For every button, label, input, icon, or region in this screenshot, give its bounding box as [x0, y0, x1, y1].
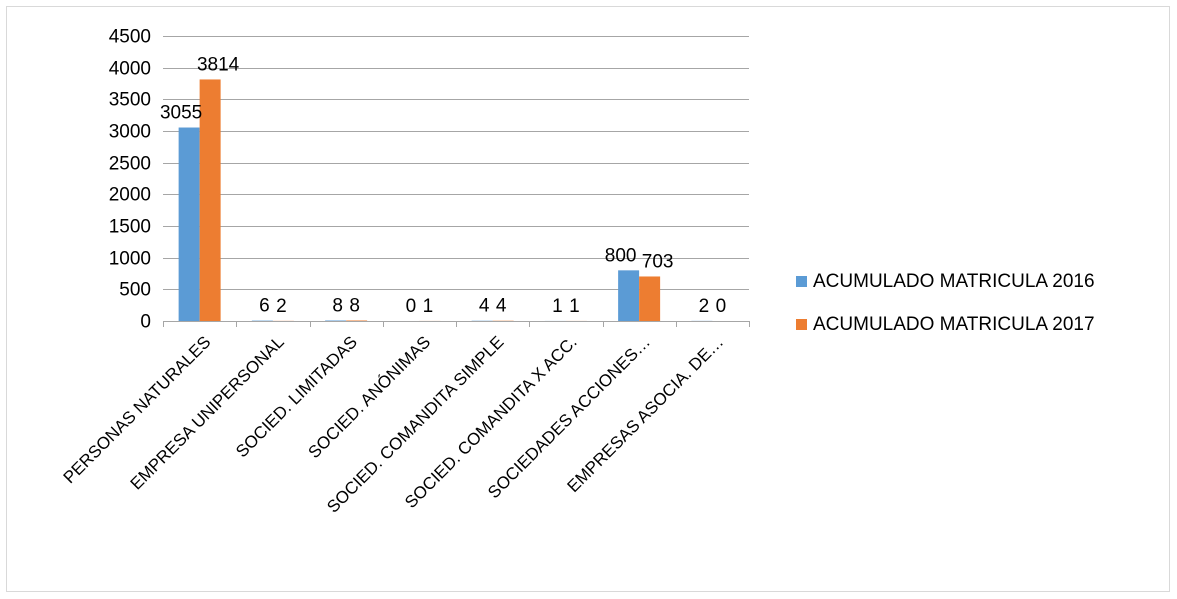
- legend-swatch: [796, 276, 807, 287]
- data-label: 1: [569, 296, 580, 317]
- y-tick-label: 2500: [109, 154, 151, 175]
- bar: [178, 127, 200, 322]
- bar: [199, 79, 221, 322]
- legend-label: ACUMULADO MATRICULA 2017: [813, 314, 1095, 335]
- data-label: 8: [349, 295, 360, 316]
- legend: ACUMULADO MATRICULA 2016 ACUMULADO MATRIC…: [796, 271, 1095, 335]
- x-axis: [163, 321, 750, 327]
- data-label: 0: [716, 296, 727, 317]
- data-label: 6: [259, 296, 270, 317]
- data-label: 1: [423, 296, 434, 317]
- data-label: 703: [642, 251, 674, 272]
- y-tick-label: 4000: [109, 59, 151, 80]
- x-category-label: SOCIED. LIMITADAS: [232, 332, 361, 461]
- data-label: 4: [479, 296, 490, 317]
- legend-label: ACUMULADO MATRICULA 2016: [813, 271, 1095, 292]
- bar: [325, 320, 347, 321]
- legend-swatch: [796, 319, 807, 330]
- x-category-label: PERSONAS NATURALES: [60, 332, 215, 487]
- data-label: 2: [276, 296, 287, 317]
- data-label: 4: [496, 296, 507, 317]
- y-tick-label: 3500: [109, 90, 151, 111]
- x-category-label: EMPRESAS ASOCIA. DE…: [563, 332, 727, 496]
- y-axis-tick-labels: 0 500 1000 1500 2000 2500 3000 3500 4000 4500: [109, 27, 151, 333]
- bar: [346, 320, 368, 321]
- data-label: 1: [552, 296, 563, 317]
- x-category-label: EMPRESA UNIPERSONAL: [127, 332, 288, 493]
- x-category-label: SOCIED. ANÓNIMAS: [305, 332, 435, 462]
- y-tick-label: 0: [140, 312, 151, 333]
- y-tick-label: 1500: [109, 217, 151, 238]
- bars: [178, 79, 713, 322]
- data-label: 3055: [160, 103, 202, 124]
- y-tick-label: 2000: [109, 185, 151, 206]
- y-tick-label: 500: [119, 280, 151, 301]
- y-tick-label: 1000: [109, 249, 151, 270]
- data-label: 8: [332, 295, 343, 316]
- data-label: 0: [406, 296, 417, 317]
- y-tick-label: 4500: [109, 27, 151, 48]
- data-label: 800: [605, 245, 637, 266]
- y-tick-label: 3000: [109, 122, 151, 143]
- data-label: 3814: [197, 54, 240, 75]
- bar: [618, 270, 640, 321]
- data-label: 2: [699, 296, 710, 317]
- bar: [639, 276, 661, 321]
